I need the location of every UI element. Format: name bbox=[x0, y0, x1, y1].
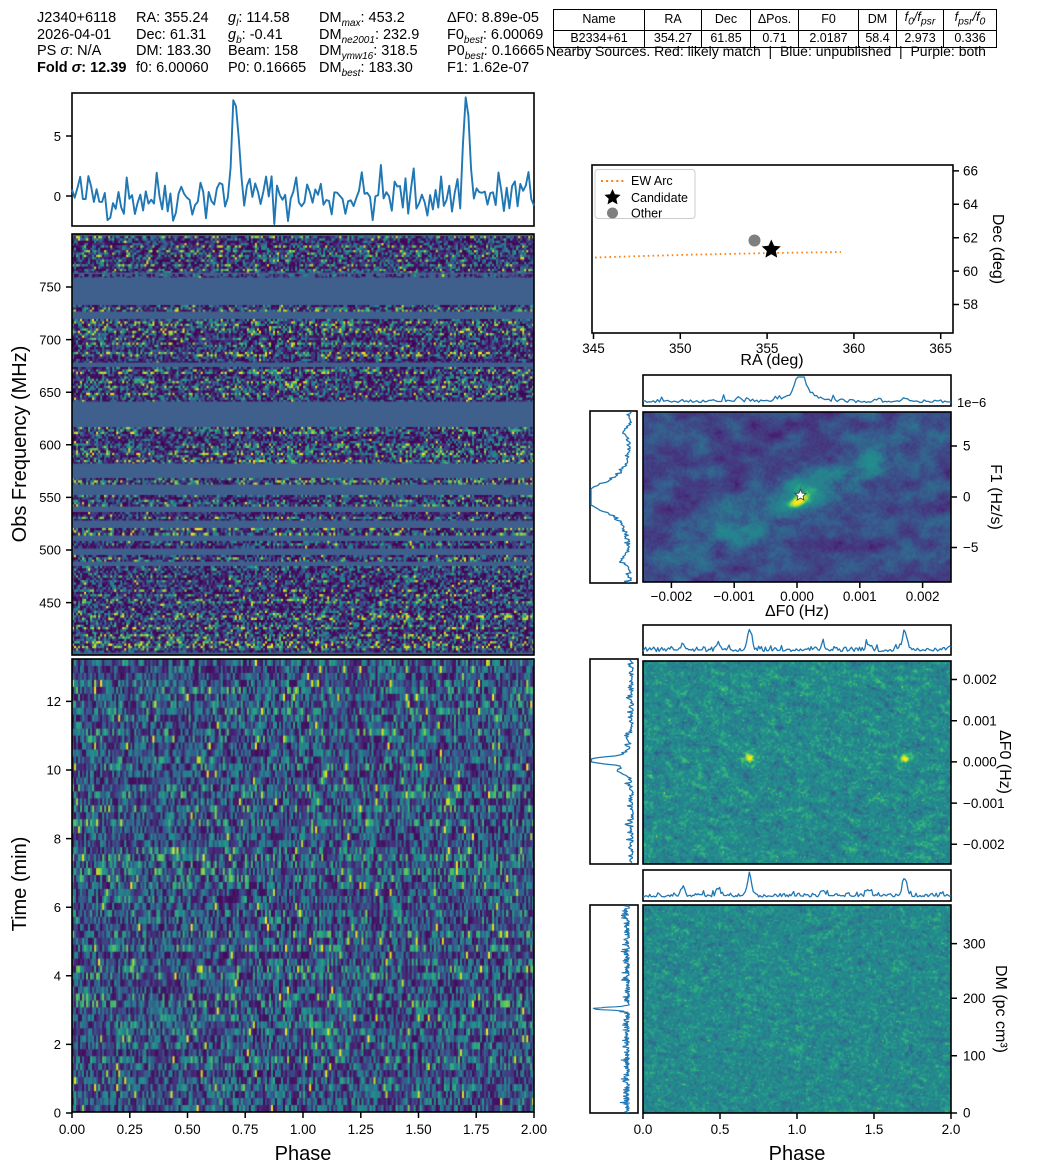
svg-text:0.25: 0.25 bbox=[117, 1122, 143, 1137]
svg-text:Dec (deg): Dec (deg) bbox=[989, 214, 1006, 284]
svg-text:500: 500 bbox=[39, 543, 61, 558]
svg-text:0: 0 bbox=[963, 490, 971, 505]
svg-text:1.75: 1.75 bbox=[463, 1122, 489, 1137]
svg-text:1.00: 1.00 bbox=[290, 1122, 316, 1137]
svg-text:60: 60 bbox=[963, 264, 978, 279]
svg-text:4: 4 bbox=[54, 969, 61, 984]
svg-text:Candidate: Candidate bbox=[631, 191, 688, 205]
svg-text:0.5: 0.5 bbox=[711, 1122, 730, 1137]
svg-text:8: 8 bbox=[54, 831, 61, 846]
svg-text:100: 100 bbox=[963, 1049, 986, 1064]
svg-text:Time (min): Time (min) bbox=[9, 837, 31, 932]
svg-text:10: 10 bbox=[47, 763, 61, 778]
svg-text:ΔF0 (Hz): ΔF0 (Hz) bbox=[996, 730, 1013, 794]
svg-text:1.5: 1.5 bbox=[865, 1122, 884, 1137]
svg-text:0.000: 0.000 bbox=[780, 589, 814, 604]
svg-text:0.002: 0.002 bbox=[963, 672, 997, 687]
svg-text:1e−6: 1e−6 bbox=[957, 395, 986, 410]
svg-text:0.0: 0.0 bbox=[634, 1122, 653, 1137]
svg-text:Other: Other bbox=[631, 207, 662, 221]
svg-text:Phase: Phase bbox=[769, 1143, 826, 1165]
svg-text:Obs Frequency (MHz): Obs Frequency (MHz) bbox=[9, 346, 31, 543]
svg-text:1.50: 1.50 bbox=[405, 1122, 431, 1137]
svg-text:66: 66 bbox=[963, 164, 978, 179]
svg-text:0.002: 0.002 bbox=[906, 589, 940, 604]
svg-text:355: 355 bbox=[756, 341, 779, 356]
svg-text:EW Arc: EW Arc bbox=[631, 174, 673, 188]
svg-text:650: 650 bbox=[39, 385, 61, 400]
svg-text:−0.001: −0.001 bbox=[963, 796, 1005, 811]
svg-text:Phase: Phase bbox=[275, 1143, 332, 1165]
svg-text:200: 200 bbox=[963, 991, 986, 1006]
svg-text:1.25: 1.25 bbox=[348, 1122, 374, 1137]
svg-text:0: 0 bbox=[54, 1106, 61, 1121]
svg-text:365: 365 bbox=[929, 341, 952, 356]
svg-text:360: 360 bbox=[843, 341, 866, 356]
svg-text:0.75: 0.75 bbox=[232, 1122, 258, 1137]
svg-text:0: 0 bbox=[54, 189, 61, 204]
svg-text:62: 62 bbox=[963, 230, 978, 245]
svg-text:2.00: 2.00 bbox=[521, 1122, 547, 1137]
svg-text:700: 700 bbox=[39, 332, 61, 347]
svg-text:345: 345 bbox=[582, 341, 605, 356]
svg-text:450: 450 bbox=[39, 595, 61, 610]
svg-text:0.000: 0.000 bbox=[963, 755, 997, 770]
svg-text:0.50: 0.50 bbox=[174, 1122, 200, 1137]
svg-text:5: 5 bbox=[963, 439, 971, 454]
svg-text:64: 64 bbox=[963, 197, 979, 212]
svg-text:2: 2 bbox=[54, 1037, 61, 1052]
svg-text:6: 6 bbox=[54, 900, 61, 915]
svg-text:−0.001: −0.001 bbox=[713, 589, 755, 604]
svg-text:1.0: 1.0 bbox=[788, 1122, 807, 1137]
svg-text:−0.002: −0.002 bbox=[651, 589, 693, 604]
svg-text:RA (deg): RA (deg) bbox=[740, 352, 803, 369]
svg-text:0: 0 bbox=[963, 1106, 971, 1121]
svg-text:58: 58 bbox=[963, 297, 978, 312]
svg-text:ΔF0 (Hz): ΔF0 (Hz) bbox=[765, 603, 829, 620]
svg-text:0.001: 0.001 bbox=[843, 589, 877, 604]
svg-text:F1 (Hz/s): F1 (Hz/s) bbox=[987, 464, 1004, 530]
svg-text:600: 600 bbox=[39, 438, 61, 453]
svg-text:12: 12 bbox=[47, 694, 61, 709]
svg-text:0.001: 0.001 bbox=[963, 713, 997, 728]
svg-text:−5: −5 bbox=[963, 540, 978, 555]
svg-text:2.0: 2.0 bbox=[942, 1122, 961, 1137]
svg-text:350: 350 bbox=[669, 341, 692, 356]
svg-text:5: 5 bbox=[54, 129, 61, 144]
svg-text:DM (pc cm³): DM (pc cm³) bbox=[992, 965, 1009, 1053]
svg-text:750: 750 bbox=[39, 280, 61, 295]
svg-text:−0.002: −0.002 bbox=[963, 837, 1005, 852]
svg-text:300: 300 bbox=[963, 936, 986, 951]
svg-text:550: 550 bbox=[39, 490, 61, 505]
svg-text:0.00: 0.00 bbox=[59, 1122, 85, 1137]
